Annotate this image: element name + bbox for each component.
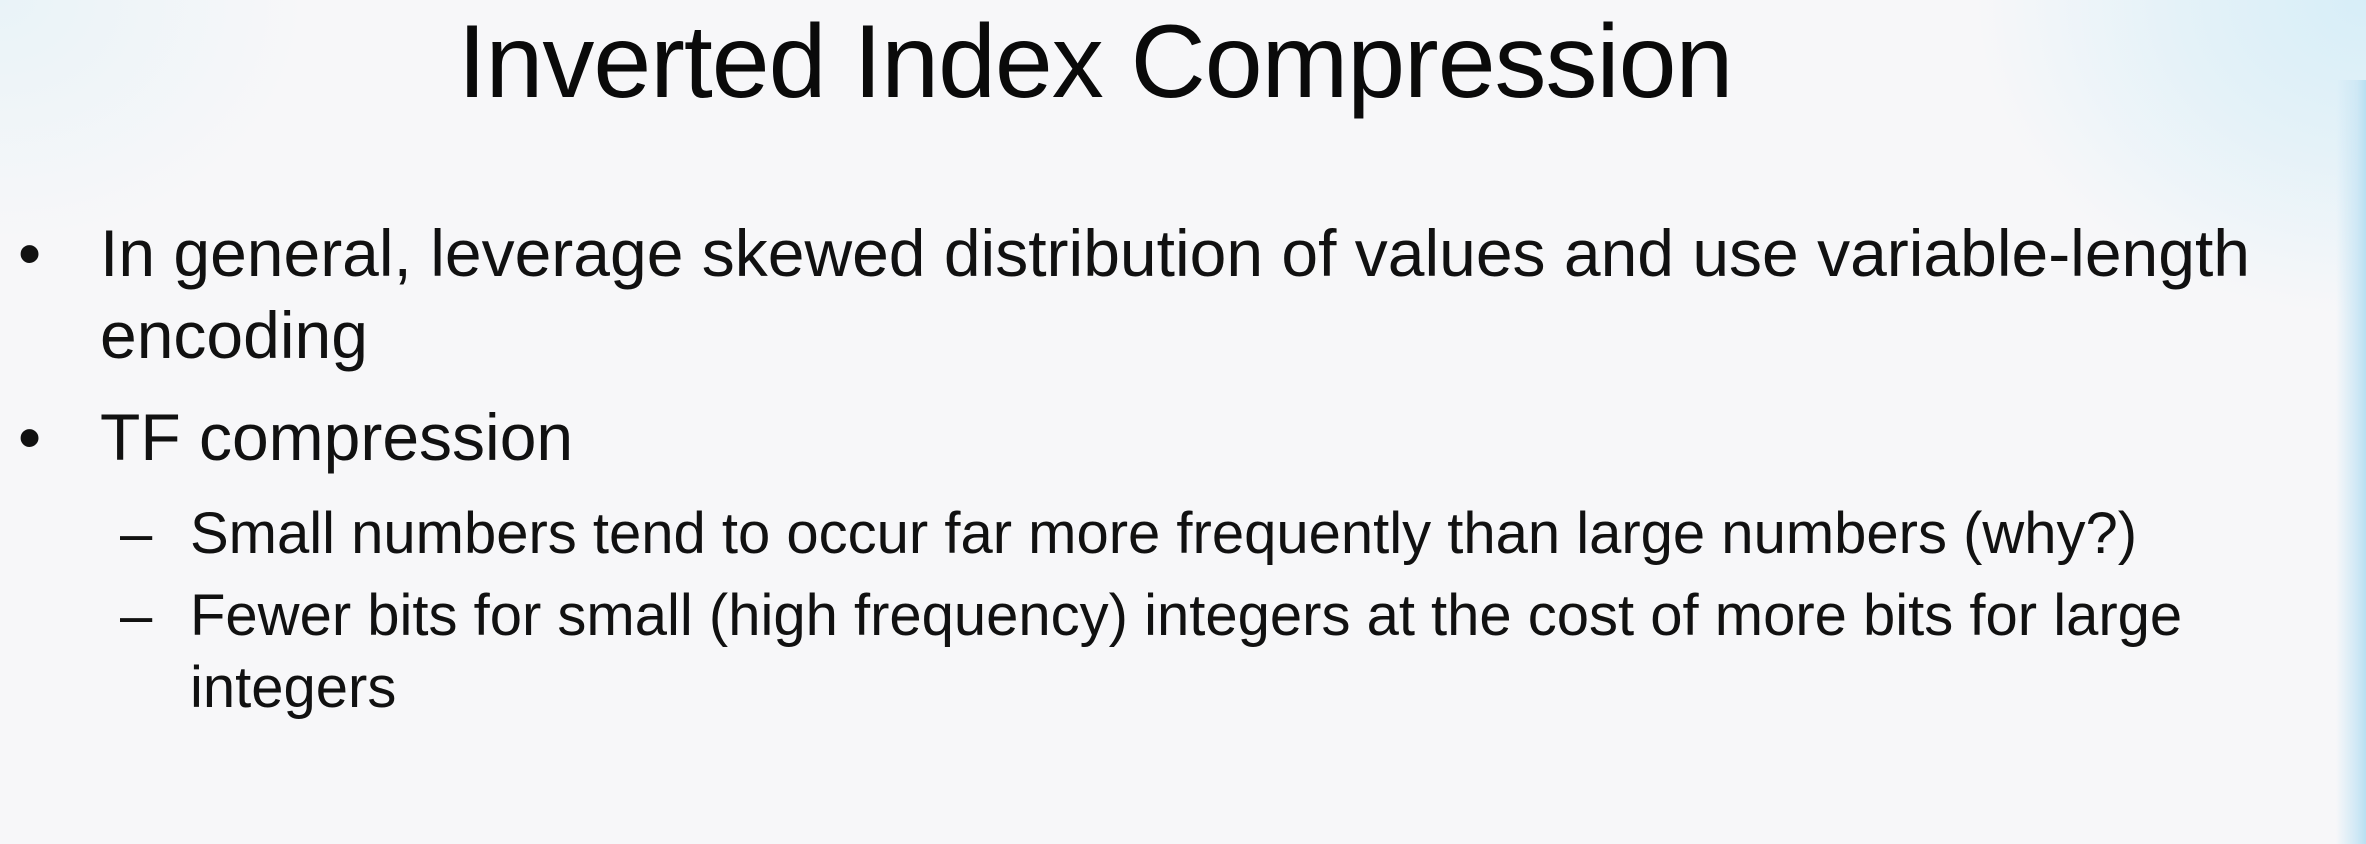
slide-title: Inverted Index Compression [457,4,1734,120]
dash-marker: – [120,501,153,566]
bullet-marker: • [18,400,42,474]
bullet-item: • TF compression [18,396,2318,478]
dash-marker: – [120,583,153,648]
bullet-item: • In general, leverage skewed distributi… [18,212,2318,376]
sub-bullet-list: – Small numbers tend to occur far more f… [18,498,2318,724]
sub-bullet-item: – Small numbers tend to occur far more f… [20,498,2278,570]
sub-bullet-item: – Fewer bits for small (high frequency) … [20,580,2278,724]
sub-bullet-text: Small numbers tend to occur far more fre… [190,501,2138,566]
bullet-text: TF compression [100,400,574,474]
bullet-text: In general, leverage skewed distribution… [100,216,2250,372]
decorative-edge-band [2336,80,2366,844]
bullet-marker: • [18,216,42,290]
bullet-list: • In general, leverage skewed distributi… [18,212,2318,734]
sub-bullet-text: Fewer bits for small (high frequency) in… [190,583,2183,720]
